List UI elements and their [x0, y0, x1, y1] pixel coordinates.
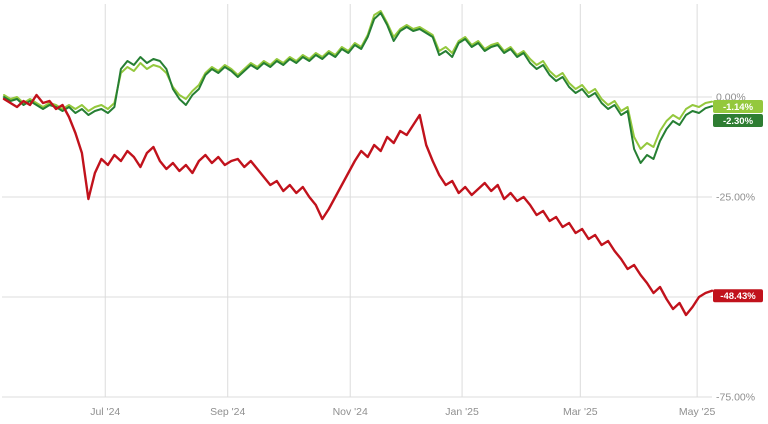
end-value-badge-label: -1.14% [723, 102, 754, 113]
end-value-badge [713, 289, 763, 303]
x-tick-label: Mar '25 [563, 406, 598, 418]
series-line-dark-green [3, 12, 713, 164]
x-tick-label: Nov '24 [333, 406, 368, 418]
series-line-light-green [3, 10, 713, 150]
x-tick-label: May '25 [679, 406, 716, 418]
series-line-red [2, 93, 714, 317]
axis-labels-layer: Jul '24 Sep '24 Nov '24 Jan '25 Mar '25 May '… [90, 92, 755, 419]
x-tick-label: Jul '24 [90, 406, 120, 418]
x-tick-label: Sep '24 [210, 406, 245, 418]
x-tick-label: Jan '25 [445, 406, 479, 418]
y-tick-label: -75.00% [716, 392, 755, 404]
series-layer [2, 10, 714, 317]
end-value-badge-label: -48.43% [720, 291, 756, 302]
y-tick-label: -25.00% [716, 192, 755, 204]
gridlines-layer [2, 4, 712, 398]
end-value-badge-label: -2.30% [723, 116, 754, 127]
end-value-badge [713, 114, 763, 128]
end-badges-layer: -1.14% -2.30% -48.43% [713, 100, 763, 303]
end-value-badge [713, 100, 763, 114]
